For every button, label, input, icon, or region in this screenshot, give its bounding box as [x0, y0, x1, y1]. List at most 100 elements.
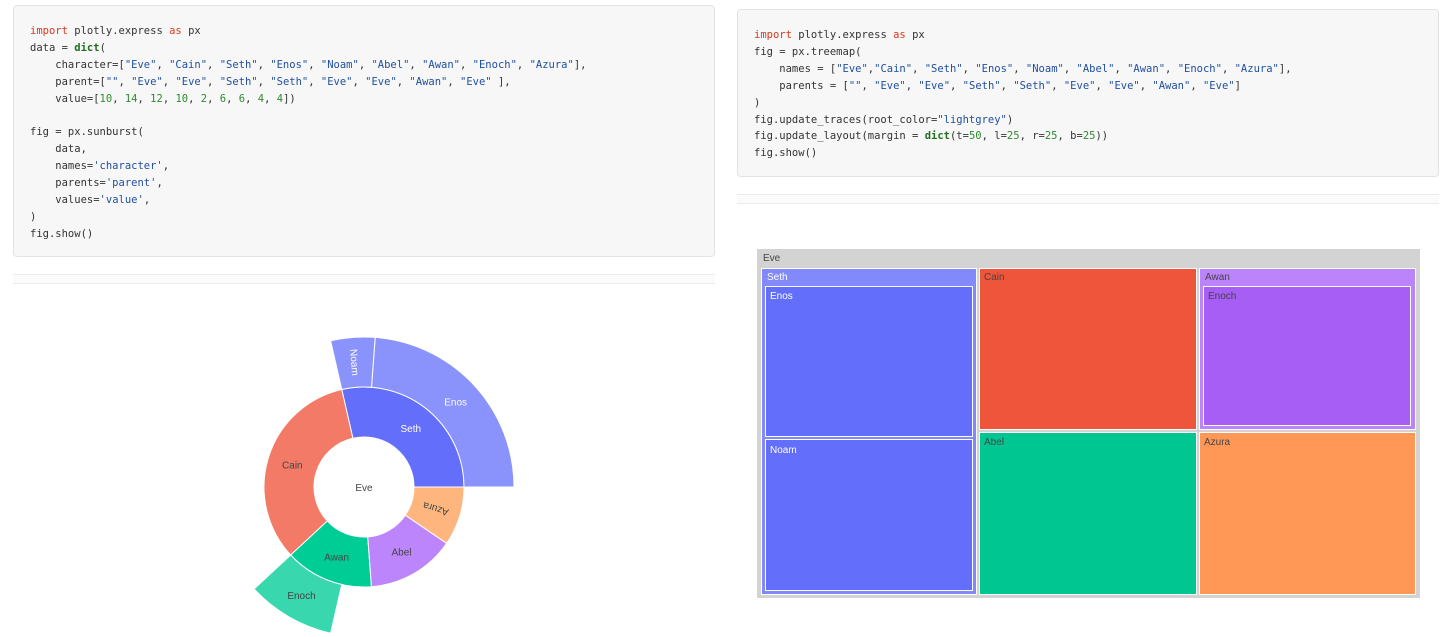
- treemap-code-line: fig.update_traces(root_color="lightgrey"…: [754, 112, 1438, 129]
- code-token: "Azura": [529, 58, 574, 71]
- code-token: "Awan": [1127, 62, 1166, 75]
- code-token: names = [: [754, 62, 837, 75]
- sunburst-label-awan: Awan: [324, 552, 349, 563]
- sunburst-code-line: values='value',: [30, 192, 714, 209]
- treemap-code-line: fig = px.treemap(: [754, 44, 1438, 61]
- treemap-tile-seth[interactable]: Seth Enos Noam: [761, 268, 977, 595]
- code-token: (t=: [949, 130, 969, 143]
- code-token: ,: [118, 75, 132, 88]
- code-token: 25: [1006, 130, 1020, 143]
- code-token: value=[: [30, 92, 100, 105]
- treemap-label-azura: Azura: [1204, 437, 1231, 448]
- code-token: ,: [162, 92, 176, 105]
- code-token: dict: [924, 130, 950, 143]
- treemap-tile-noam[interactable]: Noam: [765, 439, 973, 591]
- code-token: parents = [: [754, 79, 849, 92]
- code-token: "lightgrey": [937, 113, 1007, 126]
- code-token: 6: [219, 92, 227, 105]
- code-token: ,: [1165, 62, 1178, 75]
- treemap-code-line: fig.show(): [754, 145, 1438, 162]
- code-token: "": [848, 79, 862, 92]
- code-token: "Abel": [1076, 62, 1115, 75]
- code-token: "Seth": [219, 75, 258, 88]
- code-token: as: [893, 29, 906, 41]
- code-token: "Eve": [1108, 79, 1140, 92]
- code-token: ,: [207, 75, 220, 88]
- treemap-label-awan: Awan: [1205, 272, 1230, 283]
- code-token: ): [30, 210, 37, 223]
- code-token: ,: [1095, 79, 1109, 92]
- code-token: ,: [143, 194, 151, 207]
- code-token: "Eve": [365, 75, 397, 88]
- code-token: "Awan": [1152, 79, 1191, 92]
- treemap-tile-awan[interactable]: Awan Enoch: [1199, 268, 1416, 430]
- treemap-label-noam: Noam: [770, 445, 797, 456]
- sunburst-slice-noam[interactable]: [330, 337, 376, 391]
- code-token: "Eve": [320, 75, 353, 88]
- treemap-code-cell[interactable]: import plotly.express as px fig = px.tree…: [737, 9, 1439, 177]
- code-token: ,: [460, 58, 473, 71]
- code-token: ): [1006, 113, 1014, 126]
- sunburst-code-line: ): [30, 209, 714, 226]
- treemap-tile-abel[interactable]: Abel: [979, 432, 1197, 595]
- code-token: 10: [99, 92, 113, 105]
- treemap-label-seth: Seth: [767, 272, 788, 283]
- right-output-separator: [737, 194, 1439, 204]
- sunburst-label-enos: Enos: [444, 397, 467, 408]
- sunburst-slice-cain[interactable]: [263, 388, 354, 556]
- code-token: 6: [238, 92, 246, 105]
- code-token: "Awan": [422, 58, 460, 71]
- treemap-root-label: Eve: [763, 253, 781, 264]
- code-token: ,: [162, 160, 170, 173]
- code-token: ,: [516, 58, 530, 71]
- code-token: "Cain": [874, 62, 913, 75]
- code-token: "Enoch": [472, 58, 517, 71]
- sunburst-label-abel: Abel: [391, 547, 411, 558]
- sunburst-code-line: [30, 108, 714, 125]
- code-token: ,: [912, 62, 925, 75]
- sunburst-slice-enoch[interactable]: [253, 554, 343, 634]
- code-token: "Noam": [320, 58, 359, 71]
- code-token: fig = px.treemap(: [754, 45, 862, 58]
- sunburst-center-label: Eve: [355, 483, 373, 494]
- code-token: values=: [30, 194, 100, 207]
- code-token: ]: [1234, 79, 1241, 92]
- code-token: ,: [1139, 79, 1153, 92]
- code-token: "Eve": [918, 79, 951, 92]
- sunburst-code-line: fig = px.sunburst(: [30, 124, 714, 141]
- treemap-chart[interactable]: Eve Seth Enos Noam Cain Awan Enoch Abel …: [757, 249, 1420, 598]
- code-token: ,: [962, 62, 976, 75]
- code-token: fig = px.sunburst(: [30, 126, 144, 139]
- code-token: ,: [207, 92, 220, 105]
- code-token: "Enoch": [1177, 62, 1222, 75]
- code-token: 12: [150, 92, 163, 105]
- code-token: 25: [1044, 130, 1058, 143]
- treemap-label-abel: Abel: [984, 437, 1005, 448]
- code-token: ,: [257, 75, 271, 88]
- code-token: ,: [257, 58, 271, 71]
- code-token: ,: [1063, 62, 1077, 75]
- code-token: ,: [867, 62, 875, 75]
- treemap-tile-cain[interactable]: Cain: [979, 268, 1197, 430]
- code-token: ,: [112, 92, 125, 105]
- sunburst-code-line: import plotly.express as px: [30, 23, 714, 40]
- code-token: ,: [352, 75, 366, 88]
- code-token: ,: [264, 92, 277, 105]
- code-token: "Eve": [836, 62, 868, 75]
- code-token: plotly.express: [67, 25, 170, 37]
- code-token: 50: [968, 130, 982, 143]
- sunburst-code-line: fig.show(): [30, 226, 714, 243]
- sunburst-code-line: parent=["", "Eve", "Eve", "Seth", "Seth"…: [30, 74, 714, 91]
- treemap-tile-enoch[interactable]: Enoch: [1203, 286, 1411, 426]
- treemap-tile-azura[interactable]: Azura: [1199, 432, 1416, 595]
- sunburst-code-line: value=[10, 14, 12, 10, 2, 6, 6, 4, 4]): [30, 91, 714, 108]
- code-token: ,: [137, 92, 151, 105]
- code-token: "Seth": [1013, 79, 1052, 92]
- sunburst-code-line: character=["Eve", "Cain", "Seth", "Enos"…: [30, 57, 714, 74]
- code-token: "Seth": [962, 79, 1001, 92]
- sunburst-code-cell[interactable]: import plotly.express as px data = dict( …: [13, 5, 715, 257]
- code-token: ,: [156, 177, 163, 190]
- treemap-code: import plotly.express as px fig = px.tree…: [754, 27, 1438, 162]
- treemap-tile-enos[interactable]: Enos: [765, 286, 973, 437]
